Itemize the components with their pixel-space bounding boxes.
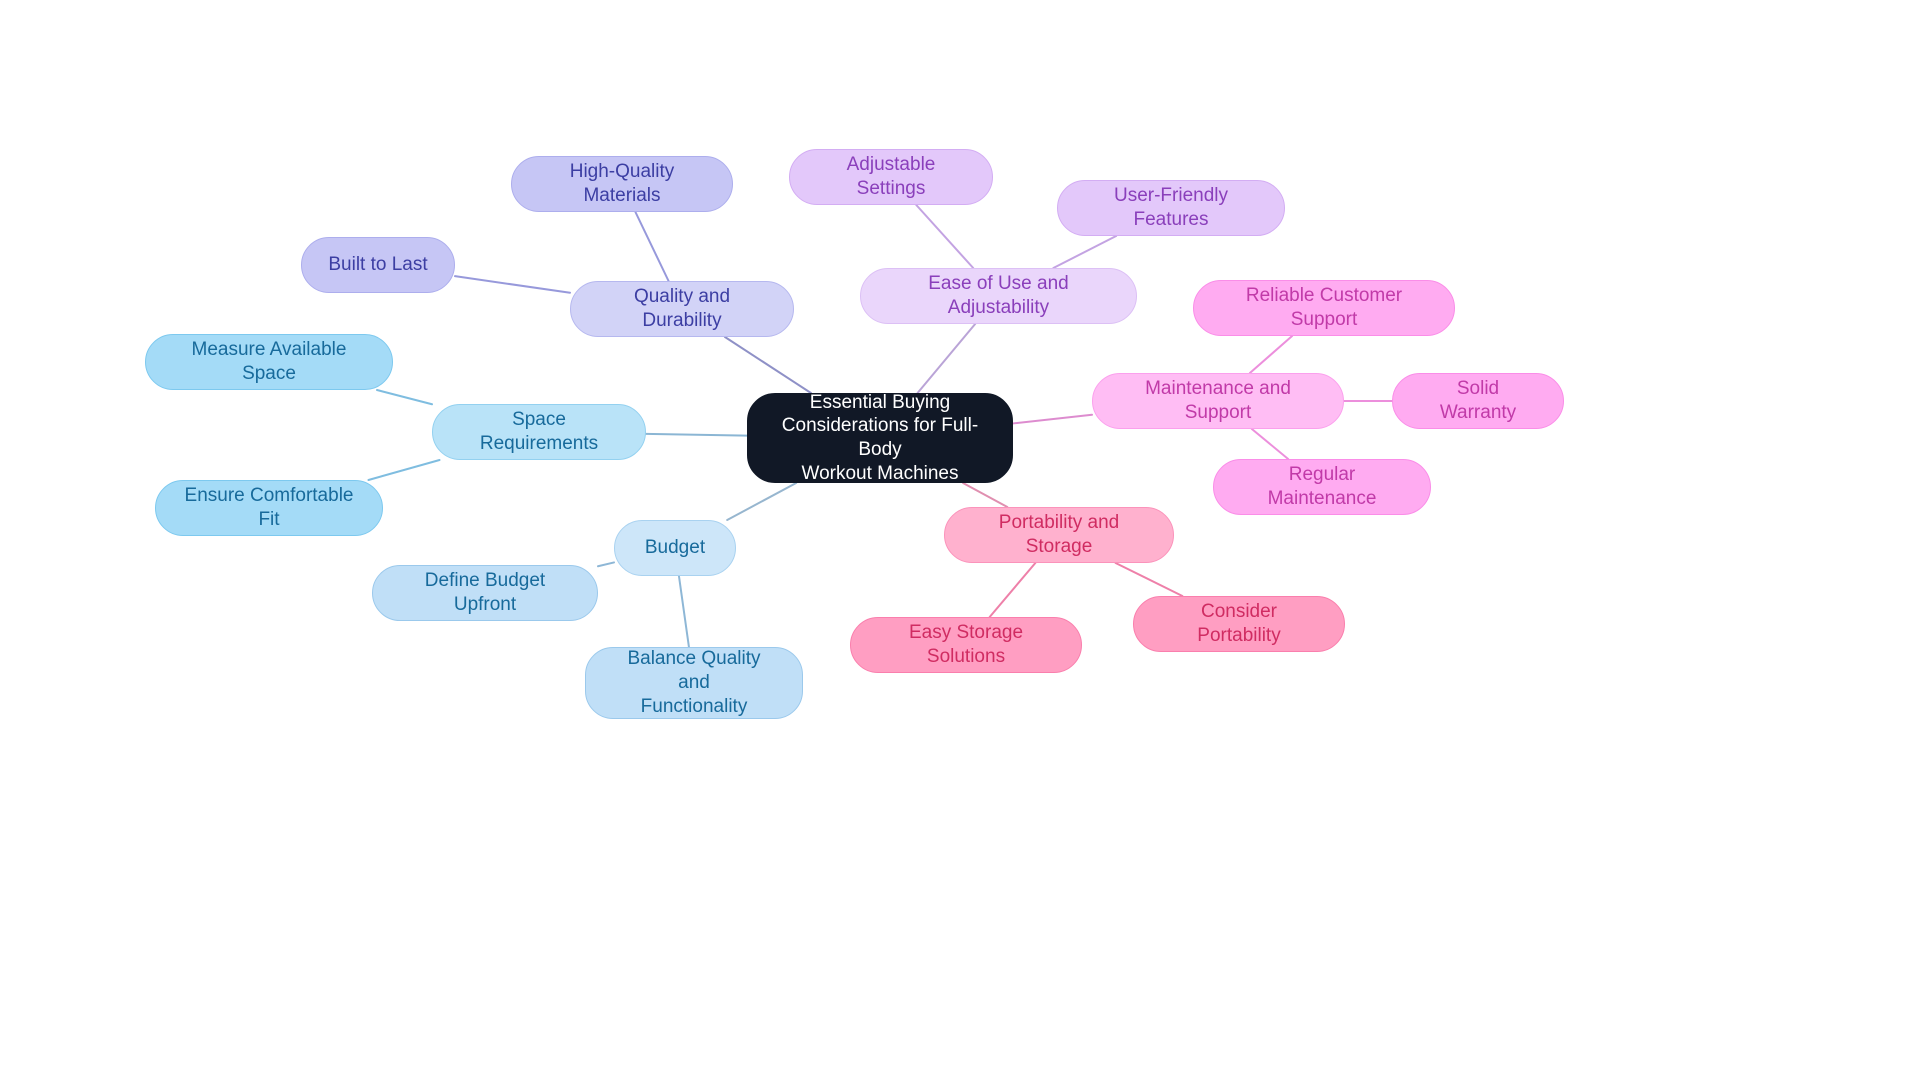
node-label: Reliable Customer Support [1218,284,1430,332]
node-label: User-Friendly Features [1082,184,1260,232]
node-maint: Maintenance and Support [1092,373,1344,429]
edge [990,563,1036,617]
edge [1013,415,1092,424]
node-ease_user: User-Friendly Features [1057,180,1285,236]
node-label: Define Budget Upfront [397,569,573,617]
node-maint_support: Reliable Customer Support [1193,280,1455,336]
node-port_consider: Consider Portability [1133,596,1345,652]
node-label: Budget [645,536,705,560]
edge [1252,429,1288,459]
node-space_measure: Measure Available Space [145,334,393,390]
edge [679,576,689,647]
node-space_fit: Ensure Comfortable Fit [155,480,383,536]
node-label: Quality and Durability [595,285,769,333]
edge [1250,336,1292,373]
node-label: Regular Maintenance [1238,463,1406,511]
edge [598,562,614,566]
node-label: Space Requirements [457,408,621,456]
edge [455,276,570,293]
node-label: High-Quality Materials [536,160,708,208]
node-label: Easy Storage Solutions [875,621,1057,669]
edge [377,390,432,404]
edge [1116,563,1183,596]
node-ease: Ease of Use and Adjustability [860,268,1137,324]
root-node: Essential Buying Considerations for Full… [747,393,1013,483]
node-port_easy: Easy Storage Solutions [850,617,1082,673]
node-label: Balance Quality and Functionality [610,647,778,718]
node-label: Maintenance and Support [1117,377,1319,425]
node-label: Ease of Use and Adjustability [885,272,1112,320]
edge [963,483,1007,507]
edge [1053,236,1116,268]
node-label: Ensure Comfortable Fit [180,484,358,532]
node-label: Essential Buying Considerations for Full… [772,391,988,486]
node-label: Portability and Storage [969,511,1149,559]
node-space: Space Requirements [432,404,646,460]
edge [646,434,747,436]
node-label: Measure Available Space [170,338,368,386]
node-quality_hq: High-Quality Materials [511,156,733,212]
node-budget: Budget [614,520,736,576]
node-label: Solid Warranty [1417,377,1539,425]
node-ease_adj: Adjustable Settings [789,149,993,205]
mindmap-canvas: Essential Buying Considerations for Full… [0,0,1920,1083]
node-budget_define: Define Budget Upfront [372,565,598,621]
node-label: Built to Last [328,253,427,277]
edge [727,483,796,520]
node-maint_regular: Regular Maintenance [1213,459,1431,515]
node-label: Consider Portability [1158,600,1320,648]
node-maint_warranty: Solid Warranty [1392,373,1564,429]
edge [918,324,976,393]
edge [635,212,668,281]
edge [725,337,811,393]
edge [916,205,973,268]
node-quality_built: Built to Last [301,237,455,293]
node-label: Adjustable Settings [814,153,968,201]
node-quality: Quality and Durability [570,281,794,337]
node-port: Portability and Storage [944,507,1174,563]
edge [368,460,439,480]
node-budget_balance: Balance Quality and Functionality [585,647,803,719]
